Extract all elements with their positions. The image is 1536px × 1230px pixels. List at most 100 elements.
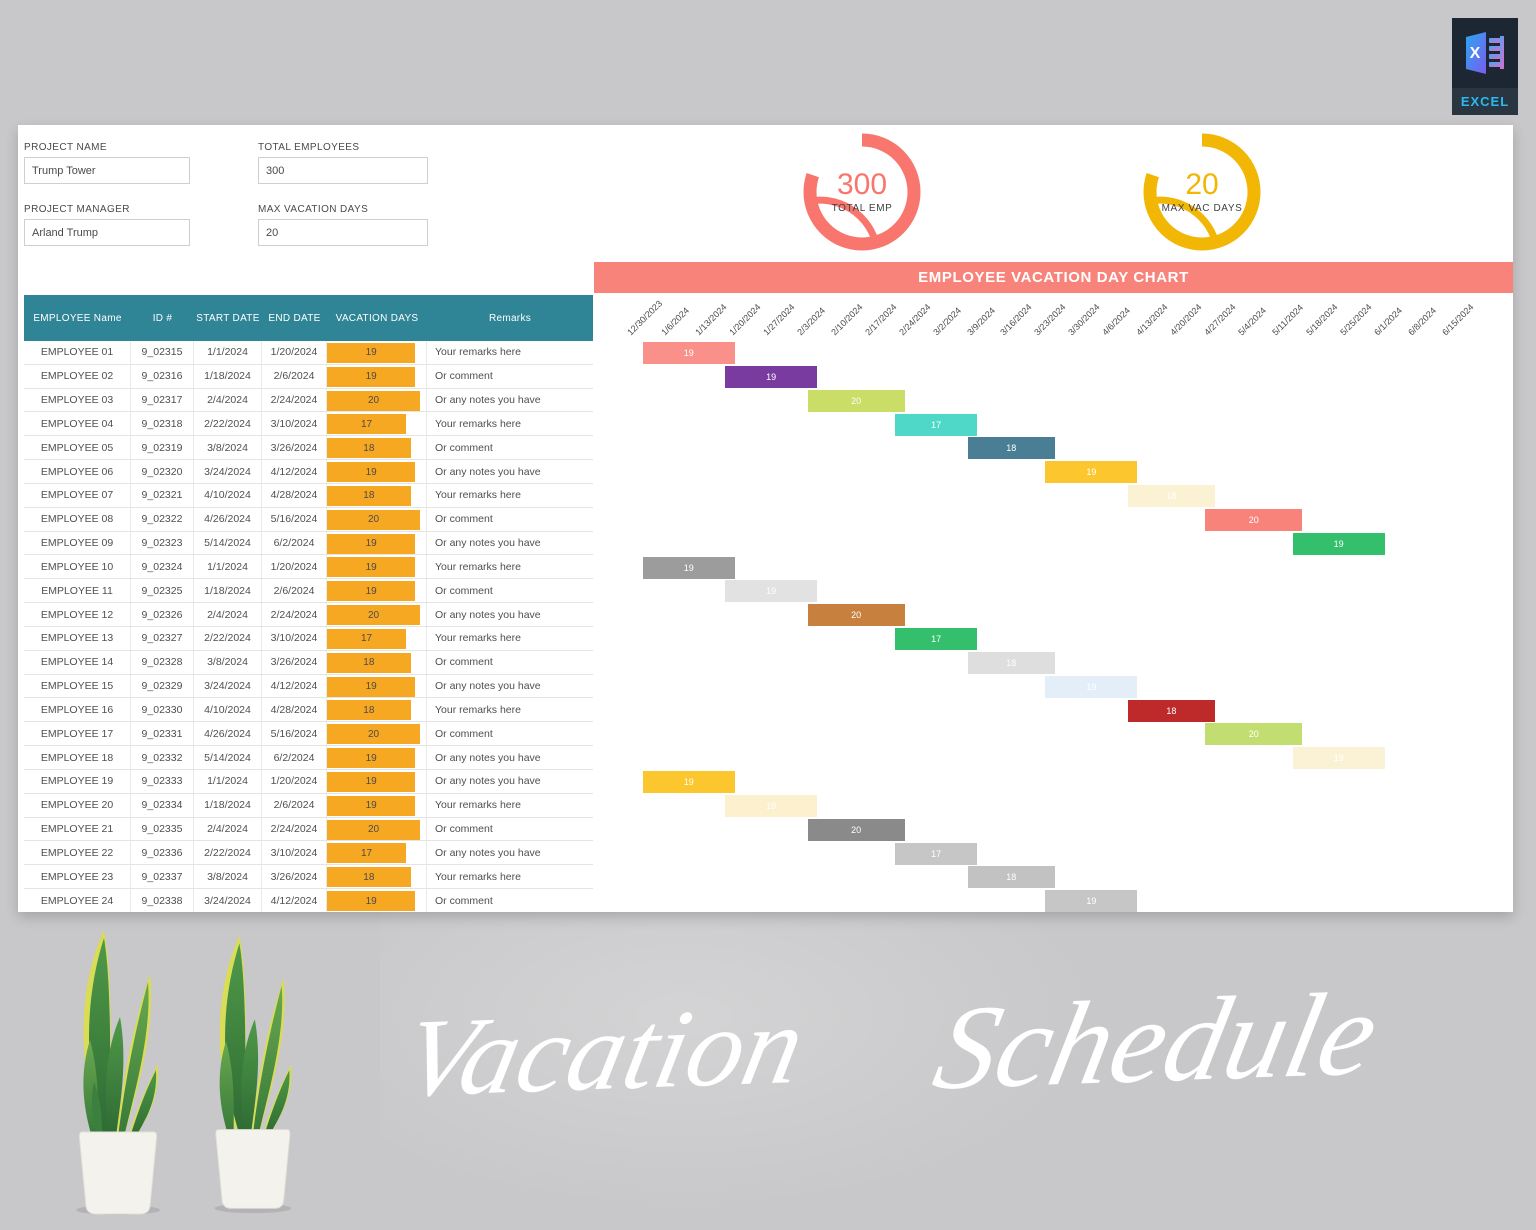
cell-vacation-days[interactable]: 19 <box>327 579 427 603</box>
cell-employee-name[interactable]: EMPLOYEE 21 <box>24 817 131 841</box>
cell-end-date[interactable]: 6/2/2024 <box>262 531 327 555</box>
cell-vacation-days[interactable]: 19 <box>327 364 427 388</box>
cell-vacation-days[interactable]: 18 <box>327 483 427 507</box>
cell-employee-name[interactable]: EMPLOYEE 05 <box>24 436 131 460</box>
cell-end-date[interactable]: 2/6/2024 <box>262 793 327 817</box>
cell-remark[interactable]: Or comment <box>435 727 493 740</box>
cell-employee-name[interactable]: EMPLOYEE 11 <box>24 579 131 603</box>
cell-remark[interactable]: Your remarks here <box>435 632 521 645</box>
project-name-input[interactable] <box>24 157 190 184</box>
cell-start-date[interactable]: 3/8/2024 <box>194 650 262 674</box>
cell-end-date[interactable]: 2/6/2024 <box>262 579 327 603</box>
cell-remark[interactable]: Or any notes you have <box>435 751 541 764</box>
cell-start-date[interactable]: 4/10/2024 <box>194 483 262 507</box>
cell-employee-id[interactable]: 9_02329 <box>131 674 194 698</box>
cell-remark[interactable]: Or any notes you have <box>435 537 541 550</box>
cell-employee-id[interactable]: 9_02334 <box>131 793 194 817</box>
cell-start-date[interactable]: 2/22/2024 <box>194 841 262 865</box>
cell-end-date[interactable]: 3/10/2024 <box>262 841 327 865</box>
cell-employee-id[interactable]: 9_02316 <box>131 364 194 388</box>
cell-remark[interactable]: Or comment <box>435 823 493 836</box>
cell-vacation-days[interactable]: 17 <box>327 412 427 436</box>
cell-remark[interactable]: Your remarks here <box>435 489 521 502</box>
cell-employee-id[interactable]: 9_02336 <box>131 841 194 865</box>
cell-end-date[interactable]: 1/20/2024 <box>262 769 327 793</box>
cell-end-date[interactable]: 5/16/2024 <box>262 722 327 746</box>
cell-vacation-days[interactable]: 17 <box>327 841 427 865</box>
cell-vacation-days[interactable]: 19 <box>327 341 427 364</box>
cell-start-date[interactable]: 3/24/2024 <box>194 889 262 912</box>
cell-employee-id[interactable]: 9_02318 <box>131 412 194 436</box>
cell-end-date[interactable]: 2/24/2024 <box>262 603 327 626</box>
cell-employee-id[interactable]: 9_02323 <box>131 531 194 555</box>
cell-employee-name[interactable]: EMPLOYEE 13 <box>24 626 131 650</box>
cell-end-date[interactable]: 3/26/2024 <box>262 650 327 674</box>
cell-end-date[interactable]: 4/12/2024 <box>262 889 327 912</box>
cell-employee-id[interactable]: 9_02332 <box>131 746 194 769</box>
cell-vacation-days[interactable]: 19 <box>327 746 427 769</box>
cell-remark[interactable]: Or any notes you have <box>435 465 541 478</box>
cell-vacation-days[interactable]: 17 <box>327 626 427 650</box>
cell-remark[interactable]: Or comment <box>435 513 493 526</box>
cell-start-date[interactable]: 2/22/2024 <box>194 412 262 436</box>
cell-remark[interactable]: Or any notes you have <box>435 680 541 693</box>
cell-employee-id[interactable]: 9_02328 <box>131 650 194 674</box>
cell-start-date[interactable]: 1/1/2024 <box>194 769 262 793</box>
cell-end-date[interactable]: 4/12/2024 <box>262 460 327 483</box>
cell-end-date[interactable]: 3/10/2024 <box>262 412 327 436</box>
cell-employee-id[interactable]: 9_02333 <box>131 769 194 793</box>
cell-employee-id[interactable]: 9_02327 <box>131 626 194 650</box>
cell-end-date[interactable]: 6/2/2024 <box>262 746 327 769</box>
cell-employee-name[interactable]: EMPLOYEE 17 <box>24 722 131 746</box>
cell-remark[interactable]: Or comment <box>435 441 493 454</box>
cell-vacation-days[interactable]: 19 <box>327 769 427 793</box>
cell-start-date[interactable]: 2/4/2024 <box>194 603 262 626</box>
cell-employee-id[interactable]: 9_02315 <box>131 341 194 364</box>
cell-employee-id[interactable]: 9_02324 <box>131 555 194 579</box>
cell-vacation-days[interactable]: 19 <box>327 460 427 483</box>
project-manager-input[interactable] <box>24 219 190 246</box>
cell-vacation-days[interactable]: 18 <box>327 698 427 722</box>
cell-end-date[interactable]: 4/12/2024 <box>262 674 327 698</box>
cell-employee-id[interactable]: 9_02325 <box>131 579 194 603</box>
cell-start-date[interactable]: 5/14/2024 <box>194 746 262 769</box>
cell-employee-name[interactable]: EMPLOYEE 07 <box>24 483 131 507</box>
cell-remark[interactable]: Or any notes you have <box>435 775 541 788</box>
cell-employee-id[interactable]: 9_02337 <box>131 865 194 889</box>
cell-start-date[interactable]: 2/4/2024 <box>194 817 262 841</box>
cell-end-date[interactable]: 5/16/2024 <box>262 507 327 531</box>
cell-start-date[interactable]: 3/24/2024 <box>194 460 262 483</box>
cell-start-date[interactable]: 3/8/2024 <box>194 436 262 460</box>
cell-employee-name[interactable]: EMPLOYEE 16 <box>24 698 131 722</box>
total-employees-input[interactable] <box>258 157 428 184</box>
cell-start-date[interactable]: 1/1/2024 <box>194 341 262 364</box>
cell-end-date[interactable]: 4/28/2024 <box>262 698 327 722</box>
cell-start-date[interactable]: 4/26/2024 <box>194 507 262 531</box>
cell-employee-id[interactable]: 9_02338 <box>131 889 194 912</box>
cell-remark[interactable]: Or comment <box>435 584 493 597</box>
cell-vacation-days[interactable]: 20 <box>327 388 427 412</box>
cell-remark[interactable]: Your remarks here <box>435 703 521 716</box>
cell-start-date[interactable]: 1/1/2024 <box>194 555 262 579</box>
cell-employee-id[interactable]: 9_02321 <box>131 483 194 507</box>
cell-employee-name[interactable]: EMPLOYEE 18 <box>24 746 131 769</box>
cell-vacation-days[interactable]: 19 <box>327 531 427 555</box>
cell-end-date[interactable]: 4/28/2024 <box>262 483 327 507</box>
cell-end-date[interactable]: 3/10/2024 <box>262 626 327 650</box>
cell-remark[interactable]: Or any notes you have <box>435 846 541 859</box>
cell-employee-name[interactable]: EMPLOYEE 06 <box>24 460 131 483</box>
cell-start-date[interactable]: 1/18/2024 <box>194 364 262 388</box>
cell-employee-name[interactable]: EMPLOYEE 19 <box>24 769 131 793</box>
cell-employee-name[interactable]: EMPLOYEE 22 <box>24 841 131 865</box>
cell-employee-id[interactable]: 9_02335 <box>131 817 194 841</box>
cell-vacation-days[interactable]: 20 <box>327 603 427 626</box>
cell-employee-id[interactable]: 9_02326 <box>131 603 194 626</box>
cell-employee-name[interactable]: EMPLOYEE 04 <box>24 412 131 436</box>
cell-employee-name[interactable]: EMPLOYEE 01 <box>24 341 131 364</box>
cell-remark[interactable]: Or any notes you have <box>435 608 541 621</box>
cell-end-date[interactable]: 2/6/2024 <box>262 364 327 388</box>
cell-end-date[interactable]: 3/26/2024 <box>262 436 327 460</box>
cell-remark[interactable]: Or any notes you have <box>435 394 541 407</box>
cell-employee-id[interactable]: 9_02319 <box>131 436 194 460</box>
cell-end-date[interactable]: 2/24/2024 <box>262 817 327 841</box>
